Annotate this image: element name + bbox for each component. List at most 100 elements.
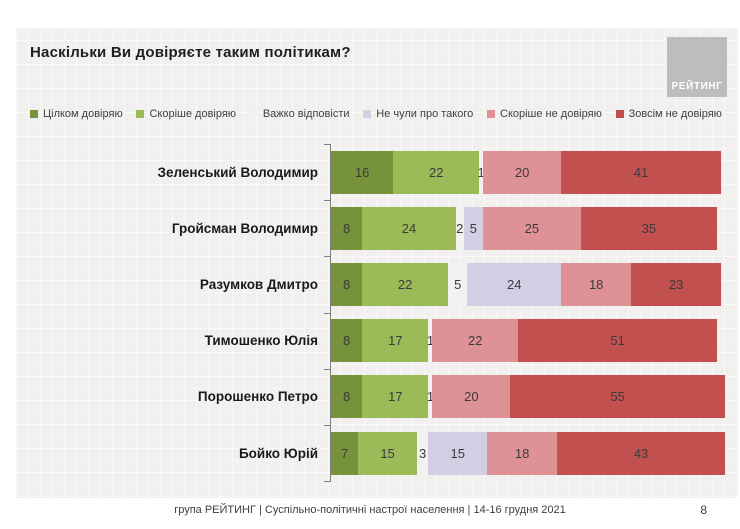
legend-item: Не чули про такого [363, 108, 473, 120]
legend-item: Зовсім не довіряю [615, 108, 722, 120]
bar-segment: 1 [426, 375, 435, 419]
segment-value: 8 [342, 276, 351, 292]
category-label: Зеленський Володимир [157, 164, 318, 180]
segment-value: 24 [401, 220, 417, 236]
stacked-bar: 8 17 1 22 51 [331, 319, 721, 363]
legend: Цілком довіряю Скоріше довіряю Важко відпо… [30, 108, 722, 120]
segment-value: 17 [388, 389, 403, 405]
bar-segment: 20 [483, 150, 562, 194]
bar-segment: 25 [483, 206, 581, 250]
chart-row: Разумков Дмитро 8 22 5 24 18 23 [30, 256, 721, 312]
bar-segment: 23 [631, 262, 721, 306]
axis-tick [324, 368, 331, 370]
bar-segment: 1 [426, 319, 435, 363]
legend-swatch-icon [363, 110, 372, 118]
axis-tick [324, 200, 331, 202]
bar-segment: 24 [362, 206, 456, 250]
legend-label: Важко відповісти [262, 108, 350, 120]
legend-label: Цілком довіряю [43, 108, 123, 120]
bar-segment: 8 [331, 262, 363, 306]
segment-value: 18 [588, 276, 604, 292]
segment-value: 22 [468, 333, 483, 349]
bar-segment: 20 [432, 375, 511, 419]
axis-tick [324, 144, 331, 145]
segment-value: 23 [668, 276, 684, 292]
category-label: Бойко Юрій [238, 445, 318, 461]
segment-value: 18 [514, 445, 530, 461]
rating-group-logo: РЕЙТИНГ [667, 37, 727, 97]
stacked-bar: 8 22 5 24 18 23 [331, 262, 721, 306]
chart: Зеленський Володимир 16 22 1 20 41 Гройсман Во… [30, 144, 725, 483]
legend-swatch-icon [249, 110, 258, 118]
legend-label: Скоріше довіряю [149, 108, 237, 120]
bar-segment: 15 [428, 431, 487, 475]
segment-value: 5 [454, 276, 462, 292]
chart-row: Порошенко Петро 8 17 1 20 55 [30, 369, 725, 425]
axis-tick [324, 256, 331, 258]
bar-segment: 5 [463, 206, 484, 250]
bar-segment: 22 [432, 319, 519, 363]
segment-value: 5 [469, 220, 477, 236]
bar-segment: 3 [416, 431, 429, 475]
segment-value: 1 [477, 164, 485, 180]
segment-value: 43 [633, 445, 649, 461]
category-label: Тимошенко Юлія [204, 333, 318, 349]
bar-segment: 55 [510, 375, 725, 419]
bar-segment: 51 [518, 319, 718, 363]
segment-value: 2 [456, 220, 464, 236]
bar-segment: 8 [331, 206, 363, 250]
bar-segment: 24 [467, 262, 562, 306]
bar-segment: 17 [362, 319, 429, 363]
segment-value: 8 [342, 333, 351, 349]
axis-tick [324, 425, 331, 426]
segment-value: 15 [450, 445, 465, 461]
legend-item: Скоріше не довіряю [487, 108, 602, 120]
segment-value: 41 [633, 164, 649, 180]
chart-row: Бойко Юрій 7 15 3 15 18 43 [30, 425, 725, 481]
legend-label: Скоріше не довіряю [500, 108, 602, 120]
segment-value: 17 [388, 333, 403, 349]
bar-segment: 43 [557, 431, 725, 475]
category-label: Гройсман Володимир [171, 220, 318, 236]
footer-source-text: група РЕЙТИНГ | Суспільно-політичні наст… [174, 504, 566, 516]
segment-value: 35 [641, 220, 657, 236]
segment-value: 20 [514, 164, 530, 180]
bar-segment: 41 [561, 150, 721, 194]
axis-tick [324, 481, 331, 483]
legend-item: Важко відповісти [249, 108, 350, 120]
segment-value: 20 [464, 389, 479, 405]
bar-segment: 8 [331, 319, 363, 363]
legend-item: Скоріше довіряю [136, 108, 236, 120]
bar-segment: 5 [447, 262, 468, 306]
segment-value: 1 [426, 333, 435, 349]
legend-label: Не чули про такого [376, 108, 474, 120]
legend-swatch-icon [136, 110, 145, 118]
segment-value: 22 [429, 164, 444, 180]
page-number: 8 [700, 503, 707, 517]
segment-value: 15 [380, 445, 395, 461]
bar-segment: 18 [486, 431, 558, 475]
bar-segment: 2 [455, 206, 464, 250]
stacked-bar: 7 15 3 15 18 43 [331, 431, 725, 475]
stacked-bar: 16 22 1 20 41 [331, 150, 721, 194]
segment-value: 8 [342, 389, 351, 405]
bar-segment: 17 [362, 375, 429, 419]
slide-background: Наскільки Ви довіряєте таким політикам? … [16, 28, 738, 498]
legend-swatch-icon [487, 110, 495, 118]
legend-swatch-icon [615, 110, 624, 118]
segment-value: 1 [426, 389, 435, 405]
chart-row: Тимошенко Юлія 8 17 1 22 51 [30, 313, 721, 369]
legend-item: Цілком довіряю [30, 108, 123, 120]
segment-value: 24 [507, 276, 522, 292]
stacked-bar: 8 17 1 20 55 [331, 375, 725, 419]
category-label: Разумков Дмитро [199, 276, 318, 292]
segment-value: 22 [397, 276, 413, 292]
bar-segment: 18 [561, 262, 632, 306]
category-label: Порошенко Петро [197, 389, 318, 405]
bar-segment: 1 [477, 150, 485, 194]
bar-segment: 15 [358, 431, 417, 475]
chart-row: Гройсман Володимир 8 24 2 5 25 35 [30, 200, 721, 256]
segment-value: 51 [610, 333, 625, 349]
chart-row: Зеленський Володимир 16 22 1 20 41 [30, 144, 721, 200]
axis-tick [324, 312, 331, 314]
